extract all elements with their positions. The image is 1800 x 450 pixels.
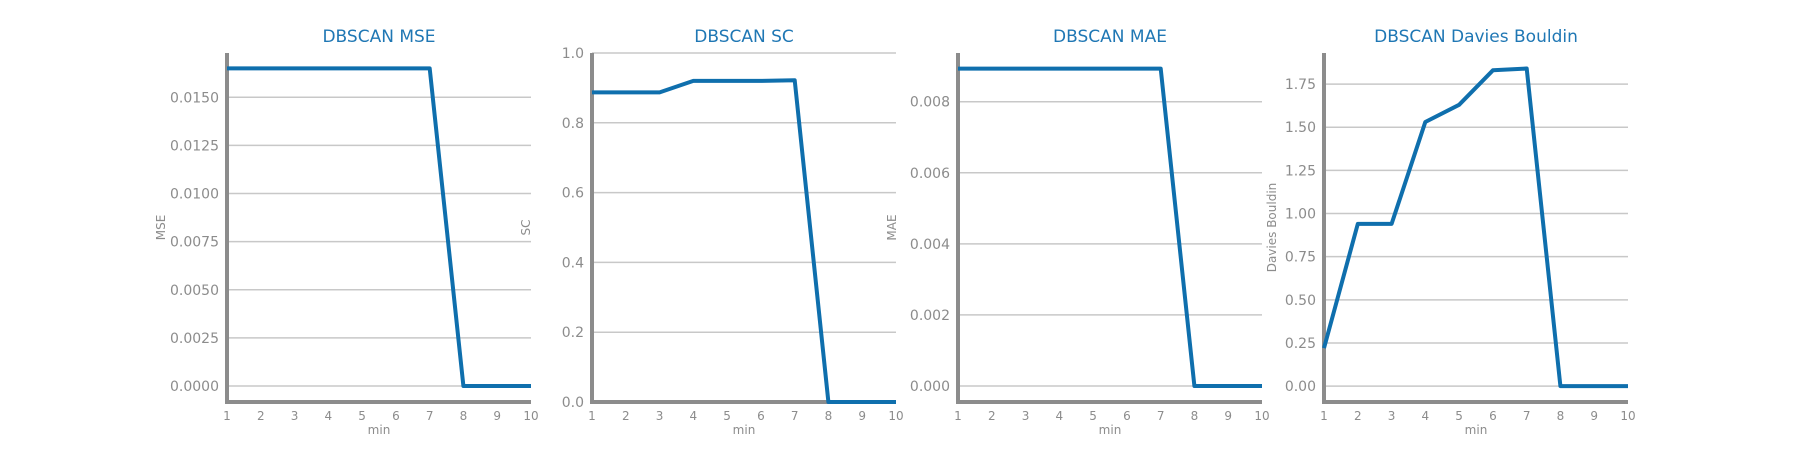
chart-panel-2: 0.0 0.2 0.4 0.6 0.8 1.0 1 2 3 4 5 6 7 8 9 10 DBSCAN SC mi… (519, 27, 904, 437)
chart-panel-1: 0.0000 0.0025 0.0050 0.0075 0.0100 0.0125 0.01… (154, 27, 539, 437)
y-tick-label: 0.0 (562, 395, 584, 411)
chart-title: DBSCAN MAE (1053, 27, 1167, 47)
x-tick-label: 6 (1489, 409, 1497, 423)
y-tick-label: 0.0050 (170, 283, 219, 299)
x-tick-label: 6 (1123, 409, 1131, 423)
x-tick-label: 2 (257, 409, 265, 423)
y-tick-label: 1.0 (562, 46, 584, 62)
x-tick-label: 2 (622, 409, 630, 423)
x-tick-label: 3 (291, 409, 299, 423)
y-tick-label: 0.4 (562, 255, 584, 271)
y-tick-label: 1.00 (1285, 207, 1316, 223)
y-axis-label: SC (519, 220, 533, 236)
x-tick-label: 4 (1056, 409, 1064, 423)
x-tick-label: 9 (1224, 409, 1232, 423)
x-tick-label: 10 (888, 409, 903, 423)
y-tick-label: 0.006 (910, 166, 950, 182)
x-tick-label: 1 (223, 409, 231, 423)
series-line (958, 66, 1262, 388)
x-axis-label: min (1465, 423, 1488, 437)
y-tick-label: 0.50 (1285, 293, 1316, 309)
x-tick-label: 9 (1590, 409, 1598, 423)
y-tick-label: 0.004 (910, 237, 950, 253)
series-line (227, 66, 531, 388)
y-tick-label: 1.75 (1285, 77, 1316, 93)
x-tick-label: 7 (426, 409, 434, 423)
x-tick-label: 4 (325, 409, 333, 423)
y-tick-label: 0.25 (1285, 336, 1316, 352)
x-tick-label: 3 (1022, 409, 1030, 423)
y-tick-label: 0.0000 (170, 379, 219, 395)
x-tick-label: 4 (1422, 409, 1430, 423)
x-axis-label: min (733, 423, 756, 437)
y-tick-label: 0.008 (910, 95, 950, 111)
y-tick-label: 0.002 (910, 308, 950, 324)
x-tick-label: 1 (588, 409, 596, 423)
y-tick-label: 0.0100 (170, 187, 219, 203)
x-tick-label: 5 (358, 409, 366, 423)
y-tick-label: 1.50 (1285, 120, 1316, 136)
chart-title: DBSCAN Davies Bouldin (1374, 27, 1578, 47)
x-tick-label: 1 (954, 409, 962, 423)
x-tick-label: 8 (460, 409, 468, 423)
x-tick-label: 1 (1320, 409, 1328, 423)
x-tick-label: 10 (1254, 409, 1269, 423)
y-axis-label: MSE (154, 215, 168, 241)
x-tick-label: 8 (1557, 409, 1565, 423)
x-tick-label: 4 (690, 409, 698, 423)
x-tick-label: 8 (1191, 409, 1199, 423)
chart-panel-4: 0.00 0.25 0.50 0.75 1.00 1.25 1.50 1.75 1 2 3 4 5 6 7 8… (1265, 27, 1636, 437)
y-tick-label: 0.8 (562, 116, 584, 132)
chart-panel-3: 0.000 0.002 0.004 0.006 0.008 1 2 3 4 5 6 7 8 9 10 DBSC… (885, 27, 1270, 437)
y-tick-label: 0.0075 (170, 235, 219, 251)
x-tick-label: 9 (858, 409, 866, 423)
y-tick-label: 0.0150 (170, 90, 219, 106)
series-line (592, 78, 896, 404)
x-tick-label: 3 (1388, 409, 1396, 423)
x-axis-label: min (1099, 423, 1122, 437)
series-line (1322, 66, 1628, 389)
y-tick-label: 0.2 (562, 325, 584, 341)
x-tick-label: 6 (392, 409, 400, 423)
x-tick-label: 6 (757, 409, 765, 423)
x-tick-label: 10 (523, 409, 538, 423)
y-tick-label: 0.00 (1285, 379, 1316, 395)
x-tick-label: 7 (791, 409, 799, 423)
x-tick-label: 10 (1620, 409, 1635, 423)
x-tick-label: 2 (1354, 409, 1362, 423)
x-axis-label: min (368, 423, 391, 437)
y-tick-label: 0.75 (1285, 250, 1316, 266)
x-tick-label: 3 (656, 409, 664, 423)
y-tick-label: 0.000 (910, 379, 950, 395)
chart-title: DBSCAN MSE (322, 27, 435, 47)
chart-title: DBSCAN SC (694, 27, 794, 47)
y-axis-label: MAE (885, 214, 899, 240)
x-tick-label: 7 (1157, 409, 1165, 423)
x-tick-label: 8 (825, 409, 833, 423)
y-axis-label: Davies Bouldin (1265, 183, 1279, 273)
y-tick-label: 1.25 (1285, 163, 1316, 179)
x-tick-label: 7 (1523, 409, 1531, 423)
y-tick-label: 0.0125 (170, 138, 219, 154)
y-tick-label: 0.6 (562, 186, 584, 202)
x-tick-label: 5 (1089, 409, 1097, 423)
x-tick-label: 5 (723, 409, 731, 423)
x-tick-label: 2 (988, 409, 996, 423)
x-tick-label: 9 (493, 409, 501, 423)
y-tick-label: 0.0025 (170, 331, 219, 347)
x-tick-label: 5 (1455, 409, 1463, 423)
